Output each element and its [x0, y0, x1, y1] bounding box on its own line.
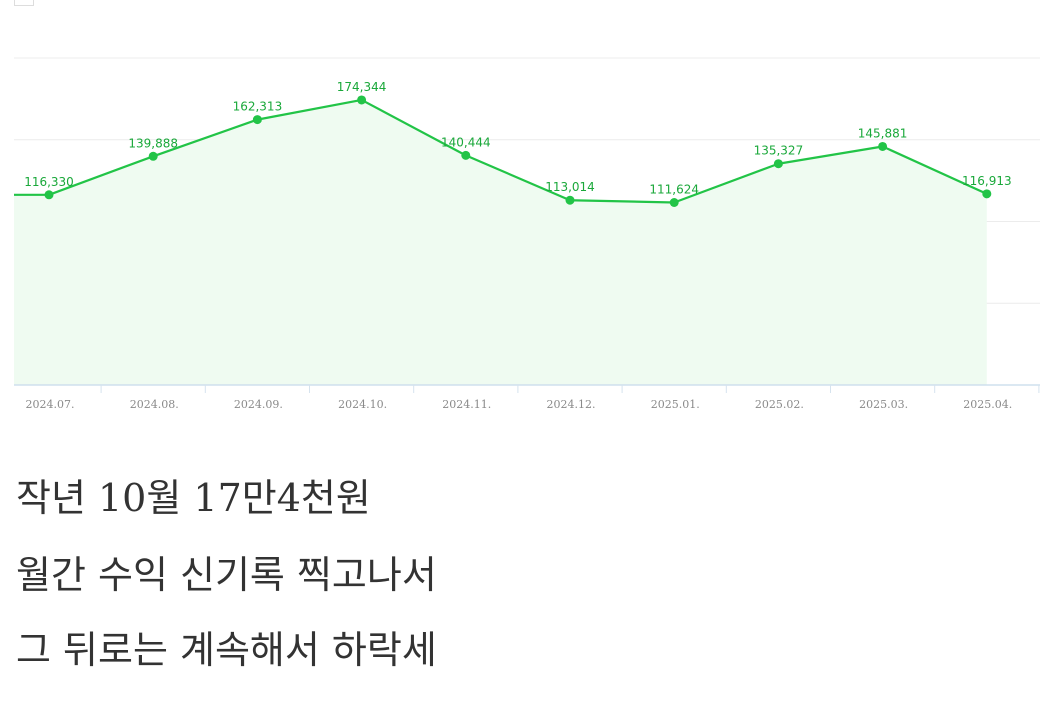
data-label: 162,313: [233, 100, 283, 114]
data-point: [357, 95, 367, 105]
data-point: [44, 190, 54, 200]
data-point: [773, 159, 783, 169]
data-point: [878, 141, 888, 151]
data-labels: 116,330 139,888 162,313 174,344 140,444 113,0…: [24, 80, 1011, 197]
x-tick-label: 2024.08.: [130, 398, 179, 411]
x-tick-label: 2024.07.: [26, 398, 75, 411]
monthly-revenue-chart: 116,330 139,888 162,313 174,344 140,444 113,0…: [14, 57, 1040, 411]
top-left-checkbox-fragment: [14, 0, 34, 6]
data-label: 174,344: [337, 80, 387, 94]
caption-line-3: 그 뒤로는 계속해서 하락세: [16, 628, 437, 672]
data-point: [982, 189, 992, 199]
data-label: 140,444: [441, 135, 491, 149]
data-label: 135,327: [754, 144, 804, 158]
x-axis-ticks: [100, 385, 1040, 393]
x-tick-label: 2025.03.: [859, 398, 908, 411]
x-tick-label: 2024.11.: [442, 398, 491, 411]
data-point: [669, 197, 679, 207]
x-tick-label: 2025.04.: [963, 398, 1012, 411]
x-tick-label: 2024.10.: [338, 398, 387, 411]
data-point: [148, 151, 158, 161]
x-tick-label: 2025.01.: [651, 398, 700, 411]
x-tick-labels: 2024.07. 2024.08. 2024.09. 2024.10. 2024.11.…: [26, 398, 1013, 411]
data-point: [252, 115, 262, 125]
data-point: [565, 195, 575, 205]
data-label: 145,881: [858, 126, 908, 140]
data-label: 116,913: [962, 174, 1012, 188]
data-points: [44, 95, 992, 207]
data-label: 113,014: [545, 180, 595, 194]
area-fill: [14, 99, 987, 385]
data-label: 116,330: [24, 175, 74, 189]
x-tick-label: 2024.12.: [547, 398, 596, 411]
caption-line-2: 월간 수익 신기록 찍고나서: [16, 553, 437, 597]
data-label: 111,624: [649, 182, 699, 196]
caption-line-1: 작년 10월 17만4천원: [16, 476, 371, 520]
data-point: [461, 150, 471, 160]
x-tick-label: 2024.09.: [234, 398, 283, 411]
x-tick-label: 2025.02.: [755, 398, 804, 411]
data-label: 139,888: [128, 136, 178, 150]
